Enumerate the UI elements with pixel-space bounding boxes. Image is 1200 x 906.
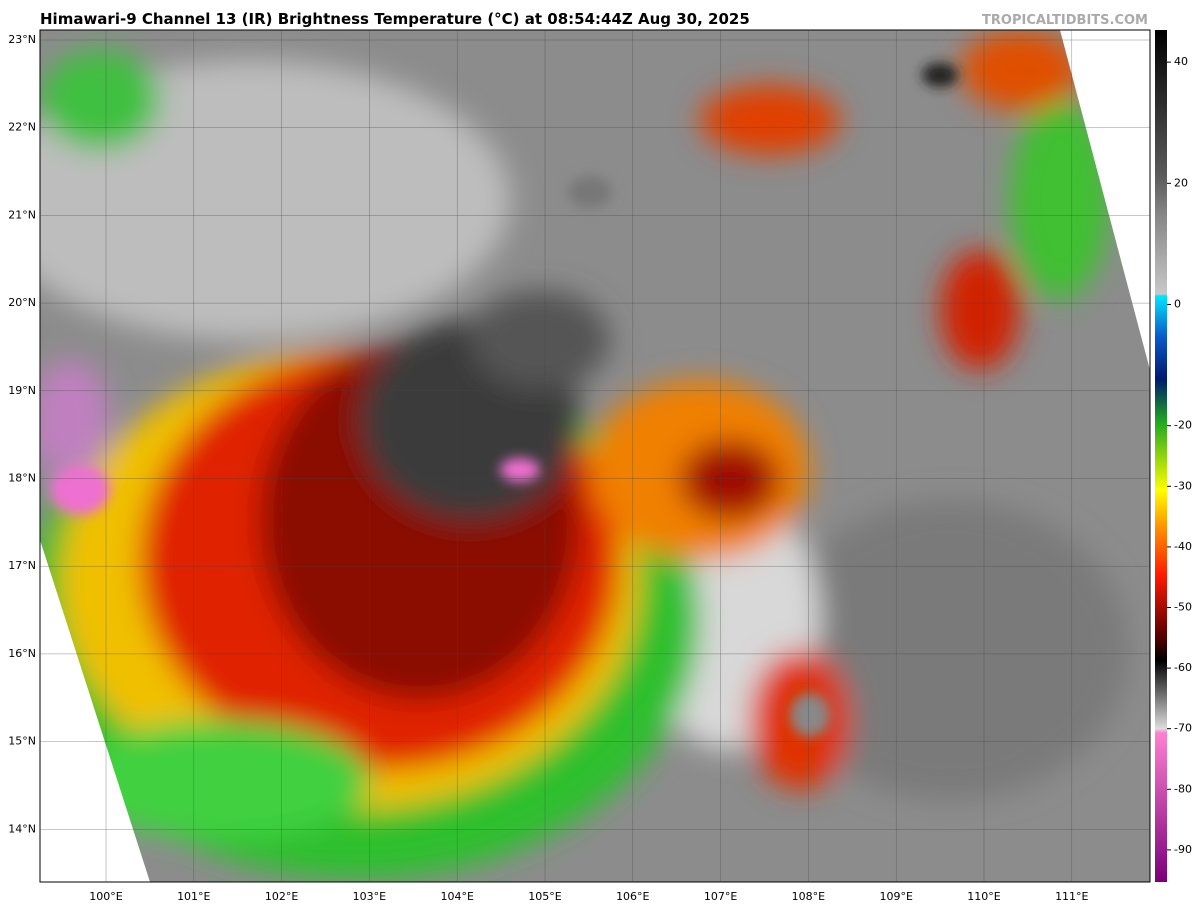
lon-label: 107°E: [704, 890, 737, 903]
colorbar-tick-label: -70: [1174, 722, 1192, 735]
title: Himawari-9 Channel 13 (IR) Brightness Te…: [40, 10, 750, 28]
lon-label: 106°E: [616, 890, 649, 903]
colorbar-tick-label: 0: [1174, 298, 1181, 311]
colorbar-tick-label: -60: [1174, 661, 1192, 674]
satellite-image: [40, 30, 1150, 882]
lon-label: 110°E: [967, 890, 1000, 903]
lat-label: 15°N: [8, 735, 36, 748]
lon-label: 100°E: [89, 890, 122, 903]
colorbar-tick-label: -20: [1174, 419, 1192, 432]
lon-label: 108°E: [792, 890, 825, 903]
lon-label: 104°E: [440, 890, 473, 903]
lat-label: 14°N: [8, 822, 36, 835]
credit: TROPICALTIDBITS.COM: [982, 13, 1148, 28]
lat-label: 22°N: [8, 121, 36, 134]
lon-label: 105°E: [528, 890, 561, 903]
colorbar-tick-label: -50: [1174, 600, 1192, 613]
colorbar-tick-label: -90: [1174, 843, 1192, 856]
colorbar-tick-label: 40: [1174, 55, 1188, 68]
lat-label: 23°N: [8, 33, 36, 46]
lon-label: 101°E: [177, 890, 210, 903]
colorbar-tick-label: -30: [1174, 479, 1192, 492]
lon-label: 109°E: [879, 890, 912, 903]
lat-label: 17°N: [8, 559, 36, 572]
colorbar-tick-label: 20: [1174, 176, 1188, 189]
lon-label: 102°E: [265, 890, 298, 903]
map-frame: [39, 29, 1151, 883]
lat-label: 21°N: [8, 208, 36, 221]
lat-label: 19°N: [8, 384, 36, 397]
lat-label: 20°N: [8, 296, 36, 309]
lon-label: 111°E: [1055, 890, 1088, 903]
lat-label: 16°N: [8, 647, 36, 660]
lon-label: 103°E: [353, 890, 386, 903]
lat-label: 18°N: [8, 472, 36, 485]
colorbar: [1155, 30, 1167, 882]
colorbar-tick-label: -40: [1174, 540, 1192, 553]
colorbar-tick-label: -80: [1174, 782, 1192, 795]
